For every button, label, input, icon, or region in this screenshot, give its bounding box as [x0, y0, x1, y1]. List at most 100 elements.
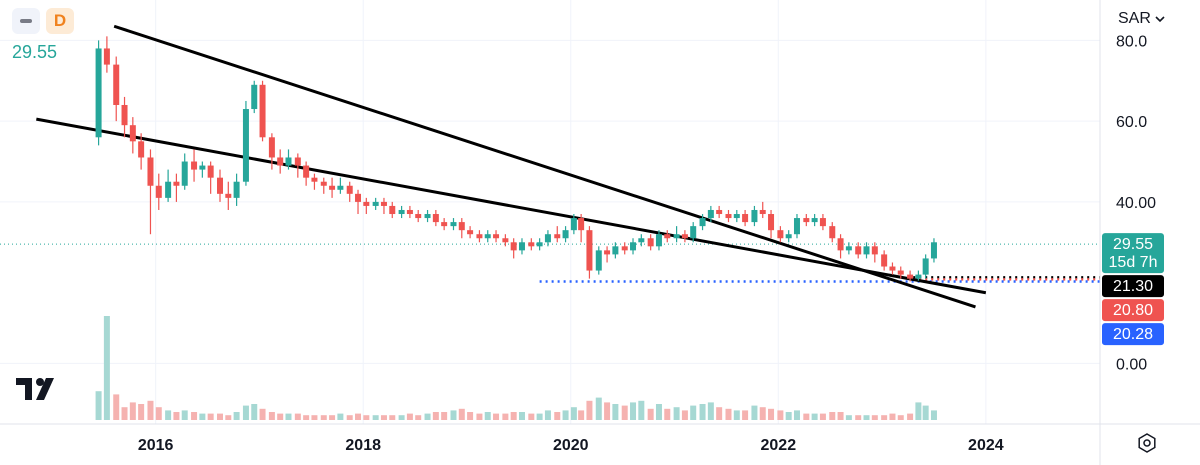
volume-bar — [612, 404, 619, 420]
candle-body — [777, 230, 784, 239]
volume-bar — [562, 410, 569, 420]
y-tick-label: 0.00 — [1116, 356, 1147, 373]
candle-body — [528, 242, 535, 247]
candle-body — [803, 218, 810, 223]
volume-bar — [889, 413, 896, 420]
candle-body — [398, 209, 405, 215]
volume-bar — [819, 413, 826, 420]
volume-bar — [871, 415, 878, 420]
candle-body — [268, 137, 275, 158]
candle-body — [191, 161, 198, 170]
candle-body — [915, 274, 922, 279]
volume-bar — [502, 413, 509, 420]
candle-body — [673, 234, 680, 239]
volume-bar — [103, 316, 110, 420]
candle-body — [595, 250, 602, 271]
candle-body — [707, 209, 714, 219]
x-tick-label: 2020 — [553, 437, 589, 454]
x-axis-ticks: 2016 2018 2020 2022 2024 — [138, 437, 1004, 454]
candle-body — [372, 201, 379, 206]
interval-button[interactable]: D — [46, 8, 74, 34]
candle-body — [725, 214, 732, 219]
volume-bar — [217, 413, 223, 420]
currency-label: SAR — [1118, 10, 1151, 27]
price-badge — [1102, 275, 1164, 298]
volume-bar — [768, 408, 775, 420]
candle-body — [845, 246, 852, 251]
trendlines — [36, 24, 987, 309]
candle-body — [502, 238, 509, 243]
candle-body — [129, 125, 136, 142]
candle-body — [303, 165, 310, 178]
volume-bar — [242, 405, 249, 420]
candle-body — [655, 234, 662, 247]
settings-icon[interactable] — [1136, 432, 1158, 454]
trendline — [113, 24, 976, 309]
candle-body — [681, 234, 688, 239]
x-tick-label: 2024 — [968, 437, 1004, 454]
candle-body — [441, 222, 448, 227]
volume-bar — [155, 407, 162, 420]
candle-body — [493, 234, 500, 239]
volume-bar — [424, 413, 431, 420]
volume-bar — [476, 413, 483, 420]
candle-body — [329, 185, 336, 190]
candle-body — [138, 141, 145, 158]
volume-bar — [570, 407, 577, 420]
price-badge-countdown: 15d 7h — [1109, 254, 1158, 271]
volume-bar — [528, 413, 535, 420]
candle-body — [165, 181, 172, 198]
volume-bar — [881, 415, 888, 420]
candle-body — [751, 209, 758, 223]
volume-bar — [655, 404, 662, 420]
candle-body — [467, 230, 474, 235]
volume-bar — [681, 410, 688, 420]
volume-bar — [630, 402, 637, 420]
candle-body — [716, 209, 723, 215]
volume-bar — [398, 415, 405, 420]
candle-body — [320, 181, 327, 186]
volume-bar — [922, 405, 929, 420]
candle-body — [829, 226, 836, 239]
volume-bar — [638, 400, 645, 420]
volume-bar — [165, 410, 172, 420]
candle-body — [432, 214, 439, 223]
candle-body — [510, 242, 517, 251]
volume-bar — [518, 412, 525, 420]
volume-bar — [493, 413, 500, 420]
volume-bar — [181, 410, 188, 420]
currency-selector[interactable]: SAR — [1118, 10, 1165, 28]
volume-bar — [673, 407, 680, 420]
volume-bar — [725, 408, 732, 420]
candle-body — [113, 64, 120, 105]
candle-body — [664, 234, 671, 239]
volume-bar — [544, 410, 551, 420]
candle-body — [638, 238, 645, 243]
candle-body — [690, 226, 697, 239]
candle-body — [612, 246, 619, 255]
volume-bar — [303, 415, 310, 420]
y-tick-label: 60.0 — [1116, 114, 1147, 131]
candle-body — [147, 157, 154, 186]
volume-bar — [930, 410, 937, 420]
collapse-button[interactable] — [12, 8, 40, 34]
candle-body — [242, 109, 249, 182]
volume-bar — [346, 415, 353, 420]
candle-body — [207, 165, 214, 178]
price-badge-value: 29.55 — [1113, 236, 1153, 253]
candle-body — [311, 177, 318, 182]
x-tick-label: 2022 — [761, 437, 797, 454]
candle-body — [855, 246, 862, 255]
chevron-down-icon — [1155, 16, 1165, 23]
candle-body — [621, 246, 628, 251]
candle-body — [476, 234, 483, 239]
candle-body — [544, 234, 551, 243]
candle-body — [355, 193, 362, 202]
volume-bar — [311, 415, 318, 420]
candle-body — [578, 218, 585, 231]
volume-bar — [95, 391, 102, 420]
candle-body — [103, 48, 110, 65]
volume-bar — [294, 413, 301, 420]
candle-body — [363, 201, 370, 206]
